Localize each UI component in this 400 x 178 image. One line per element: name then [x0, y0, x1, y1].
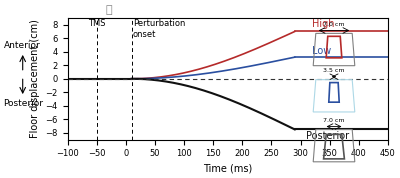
- Text: 🚶: 🚶: [105, 5, 112, 15]
- Text: TMS: TMS: [88, 19, 106, 28]
- Text: Posterior: Posterior: [306, 131, 350, 141]
- Y-axis label: Floor displacement (cm): Floor displacement (cm): [30, 19, 40, 138]
- Text: 7.0 cm: 7.0 cm: [323, 118, 345, 123]
- Text: 7.0 cm: 7.0 cm: [323, 22, 345, 27]
- Text: 3.5 cm: 3.5 cm: [323, 68, 345, 73]
- Text: Posterior: Posterior: [3, 100, 43, 108]
- Text: High: High: [312, 19, 335, 29]
- Text: Low: Low: [312, 46, 332, 56]
- X-axis label: Time (ms): Time (ms): [203, 164, 252, 174]
- Text: Anterior: Anterior: [4, 41, 41, 50]
- Text: Perturbation
onset: Perturbation onset: [133, 19, 185, 39]
